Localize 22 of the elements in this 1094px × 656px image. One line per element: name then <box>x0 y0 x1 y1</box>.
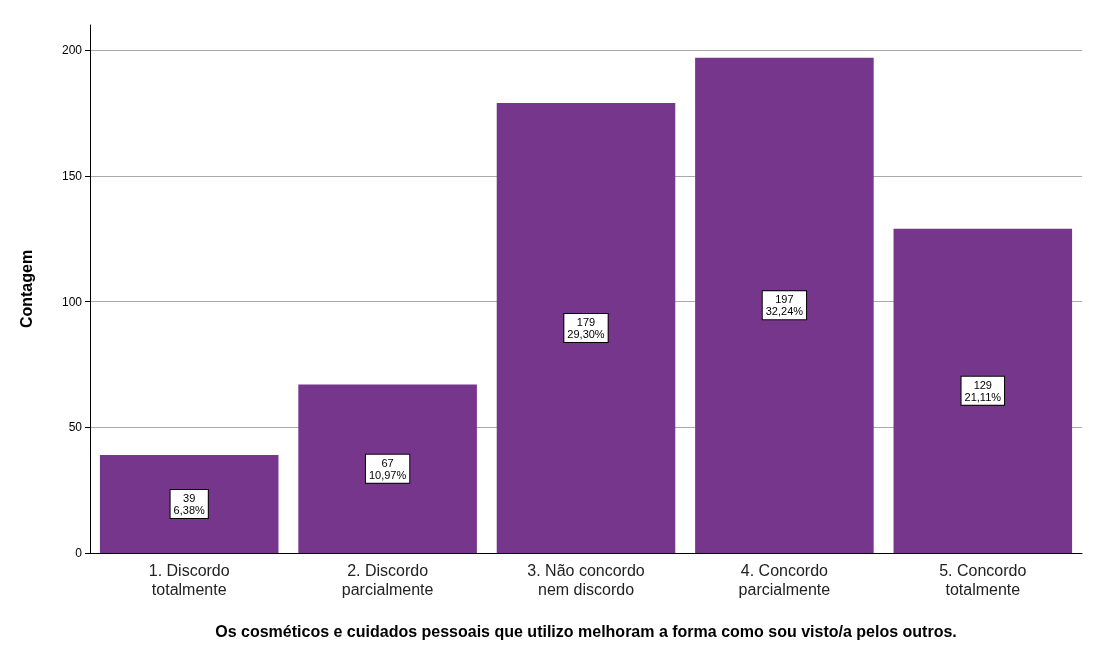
y-tick-label: 100 <box>61 294 83 309</box>
x-axis-title: Os cosméticos e cuidados pessoais que utilizo melhoram a forma como sou visto/a pelos outros. <box>215 622 957 640</box>
data-label: 39 6,38% <box>173 491 206 516</box>
y-tick-label: 0 <box>75 546 83 560</box>
data-label: 179 29,30% <box>567 315 605 340</box>
y-tick-label: 50 <box>68 420 83 435</box>
bar <box>893 228 1073 553</box>
y-tick-label: 150 <box>61 168 83 183</box>
x-tick-label: 2. Discordo parcialmente <box>341 562 434 598</box>
data-label: 129 21,11% <box>964 378 1002 403</box>
x-tick-label: 5. Concordo totalmente <box>939 562 1027 598</box>
y-tick-label: 200 <box>61 43 83 58</box>
data-label: 67 10,97% <box>368 456 407 481</box>
x-tick-label: 4. Concordo parcialmente <box>738 562 831 598</box>
x-tick-label: 1. Discordo totalmente <box>148 562 230 598</box>
bar <box>298 384 477 553</box>
bar <box>99 454 279 553</box>
bar <box>496 102 676 553</box>
data-label: 197 32,24% <box>765 293 804 318</box>
y-axis-title: Contagem <box>17 249 35 329</box>
bar <box>695 57 874 553</box>
x-tick-label: 3. Não concordo nem discordo <box>527 562 645 598</box>
